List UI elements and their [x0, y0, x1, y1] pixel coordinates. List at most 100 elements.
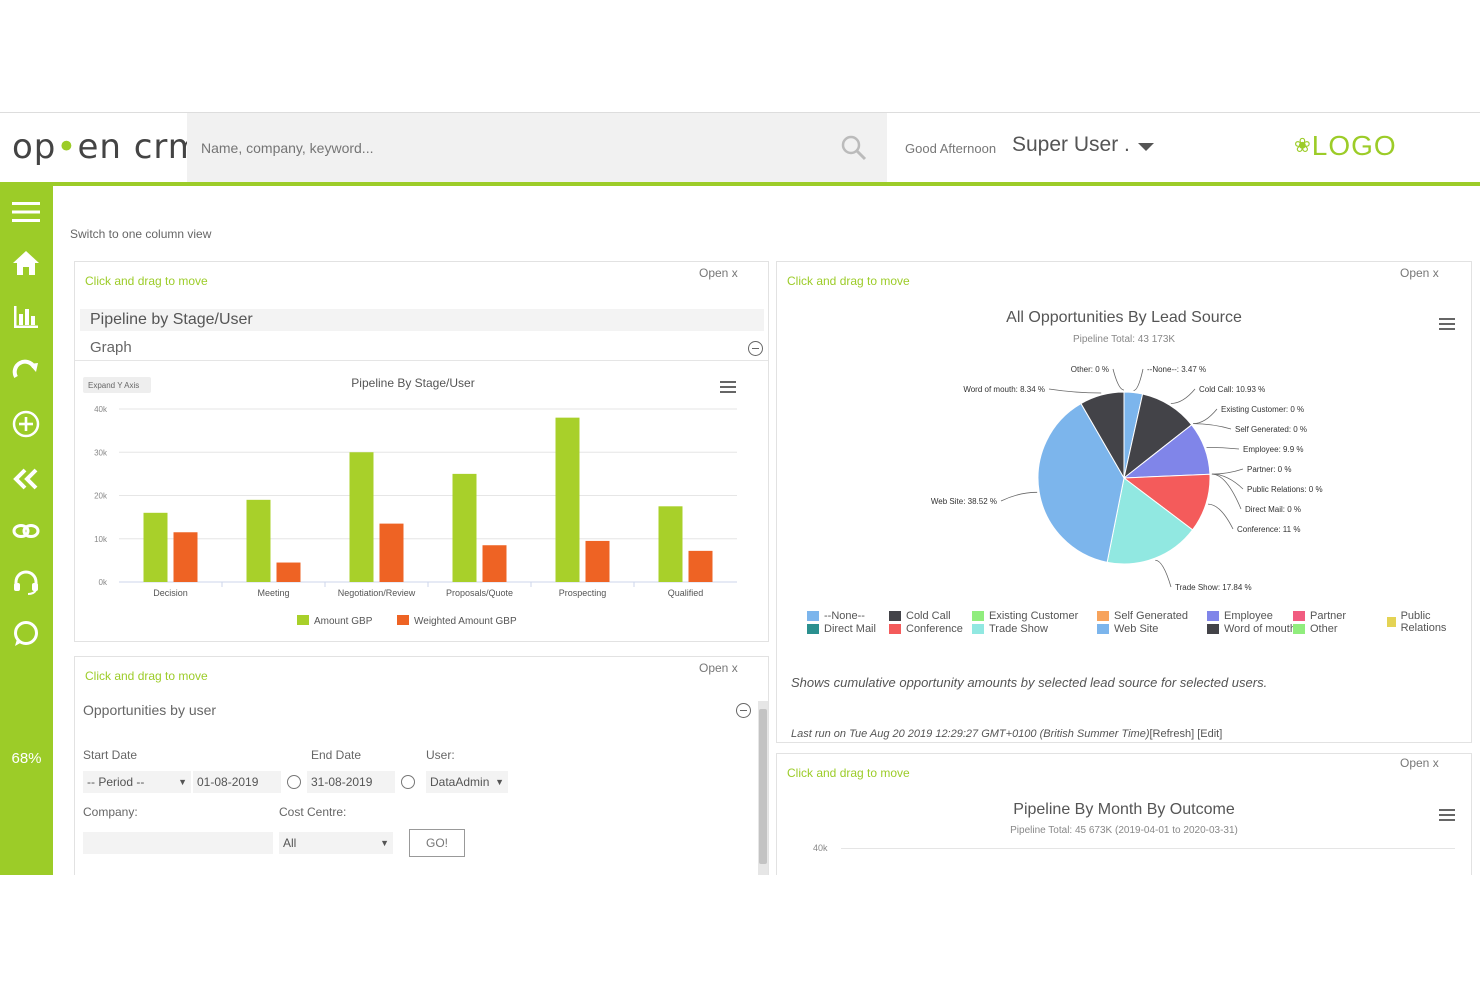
- bar-weighted: [276, 562, 301, 582]
- cost-centre-select[interactable]: All ▼: [279, 832, 393, 854]
- x-tick-label: Meeting: [257, 588, 289, 598]
- user-menu[interactable]: Super User .: [1012, 133, 1130, 156]
- connector-line: [1193, 423, 1232, 430]
- bar-weighted: [173, 532, 198, 582]
- legend-item[interactable]: Trade Show: [972, 623, 1048, 635]
- legend-item[interactable]: Employee: [1207, 610, 1273, 622]
- end-date-input[interactable]: 31-08-2019: [307, 771, 395, 793]
- legend-label: Direct Mail: [824, 623, 876, 635]
- legend-item[interactable]: Self Generated: [1097, 610, 1188, 622]
- x-tick-label: Decision: [153, 588, 188, 598]
- open-close-link[interactable]: Open x: [699, 661, 738, 675]
- drag-handle[interactable]: Click and drag to move: [85, 669, 208, 683]
- legend-swatch: [1097, 624, 1109, 634]
- pie-legend: --None-- Cold Call Existing Customer Self G…: [807, 610, 1457, 636]
- legend-item[interactable]: Other: [1293, 623, 1338, 635]
- x-tick-label: Negotiation/Review: [338, 588, 416, 598]
- headset-icon[interactable]: [10, 566, 42, 598]
- connector-line: [1170, 388, 1196, 404]
- legend-item[interactable]: --None--: [807, 610, 865, 622]
- refresh-arrow-icon[interactable]: [10, 354, 42, 386]
- legend-label: Employee: [1224, 610, 1273, 622]
- menu-icon[interactable]: [10, 196, 42, 228]
- y-tick-label: 40k: [94, 405, 108, 414]
- legend-item[interactable]: Cold Call: [889, 610, 951, 622]
- caret-down-icon[interactable]: [1138, 143, 1154, 151]
- bar-amount: [143, 512, 168, 582]
- period-value: -- Period --: [87, 775, 145, 789]
- chat-bubble-icon[interactable]: [10, 618, 42, 650]
- pie-slice: [1080, 391, 1125, 480]
- chart-menu-icon[interactable]: [1439, 809, 1455, 821]
- legend-item[interactable]: Conference: [889, 623, 963, 635]
- cost-centre-value: All: [283, 836, 297, 850]
- switch-view-link[interactable]: Switch to one column view: [70, 227, 212, 241]
- legend-item[interactable]: Partner: [1293, 610, 1346, 622]
- slice-label: Web Site: 38.52 %: [931, 497, 997, 506]
- open-close-link[interactable]: Open x: [1400, 756, 1439, 770]
- pie-slice: [1106, 477, 1194, 565]
- chart-title: Pipeline By Stage/User: [351, 376, 474, 390]
- legend-item[interactable]: Existing Customer: [972, 610, 1078, 622]
- y-tick-label: 20k: [94, 492, 108, 501]
- widget-title: Opportunities by user: [83, 702, 217, 718]
- lead-source-pie-chart: --None--: 3.47 % Cold Call: 10.93 % Existi…: [931, 365, 1323, 592]
- chart-menu-icon[interactable]: [1439, 318, 1455, 330]
- go-button[interactable]: GO!: [409, 829, 465, 857]
- logo-dot: •: [56, 127, 78, 167]
- home-icon[interactable]: [10, 247, 42, 279]
- search-input[interactable]: [201, 135, 801, 161]
- drag-handle[interactable]: Click and drag to move: [787, 766, 910, 780]
- legend-label: Other: [1310, 623, 1338, 635]
- y-tick-label: 30k: [94, 448, 108, 457]
- slice-label: Public Relations: 0 %: [1247, 485, 1323, 494]
- dropdown-caret-icon: ▼: [380, 838, 389, 848]
- legend-label: Partner: [1310, 610, 1347, 622]
- connector-line: [1193, 408, 1218, 425]
- calendar-icon[interactable]: [287, 775, 301, 789]
- open-close-link[interactable]: Open x: [699, 266, 738, 280]
- refresh-link[interactable]: [Refresh]: [1149, 728, 1195, 740]
- widget-opps-user: Click and drag to move Open x Opportunit…: [74, 656, 769, 875]
- slice-label: Word of mouth: 8.34 %: [963, 385, 1045, 394]
- company-input[interactable]: [83, 832, 273, 854]
- add-circle-icon[interactable]: [10, 408, 42, 440]
- legend-swatch: [889, 624, 901, 634]
- chart-subtitle: Pipeline Total: 43 173K: [1072, 334, 1176, 345]
- expand-y-axis-button[interactable]: [83, 377, 151, 393]
- company-label: Company:: [83, 805, 138, 819]
- header-divider: [0, 182, 1480, 186]
- legend-item[interactable]: Word of mouth: [1207, 623, 1296, 635]
- period-select[interactable]: -- Period -- ▼: [83, 771, 191, 793]
- user-select[interactable]: DataAdmin ▼: [426, 771, 508, 793]
- open-close-link[interactable]: Open x: [1400, 266, 1439, 280]
- link-icon[interactable]: [10, 515, 42, 547]
- legend-swatch: [1207, 611, 1219, 621]
- legend-label: Self Generated: [1114, 610, 1188, 622]
- chart-menu-icon[interactable]: [720, 381, 736, 393]
- legend-swatch: [889, 611, 901, 621]
- legend-swatch: [1293, 611, 1305, 621]
- bar-chart-icon[interactable]: [10, 301, 42, 333]
- legend-item[interactable]: Direct Mail: [807, 623, 876, 635]
- expand-y-axis-label: Expand Y Axis: [88, 381, 139, 390]
- calendar-icon[interactable]: [401, 775, 415, 789]
- drag-handle[interactable]: Click and drag to move: [787, 274, 910, 288]
- start-date-input[interactable]: 01-08-2019: [193, 771, 281, 793]
- legend-swatch: [1097, 611, 1109, 621]
- collapse-icon[interactable]: [748, 341, 763, 356]
- search-icon[interactable]: [841, 135, 867, 161]
- legend-label: Trade Show: [989, 623, 1048, 635]
- drag-handle[interactable]: Click and drag to move: [85, 274, 208, 288]
- edit-link[interactable]: [Edit]: [1197, 728, 1223, 740]
- double-chevron-left-icon[interactable]: [10, 463, 42, 495]
- legend-item[interactable]: Public Relations: [1387, 610, 1457, 634]
- legend-label: Amount GBP: [314, 616, 373, 627]
- bar-weighted: [379, 523, 404, 582]
- scrollbar[interactable]: [758, 701, 768, 875]
- opencrm-logo[interactable]: op•en crm: [12, 127, 202, 167]
- last-run-text: Last run on Tue Aug 20 2019 12:29:27 GMT…: [791, 728, 1150, 740]
- legend-item[interactable]: Web Site: [1097, 623, 1158, 635]
- legend-label: Cold Call: [906, 610, 951, 622]
- collapse-icon[interactable]: [736, 703, 751, 718]
